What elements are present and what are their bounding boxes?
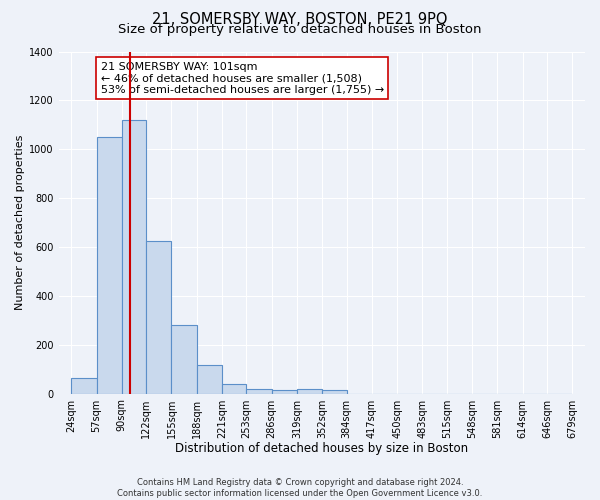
Bar (247, 388, 272, 394)
Bar (172, 325, 197, 394)
Text: Contains HM Land Registry data © Crown copyright and database right 2024.
Contai: Contains HM Land Registry data © Crown c… (118, 478, 482, 498)
Bar (122, 120, 146, 394)
Bar (272, 390, 297, 394)
X-axis label: Distribution of detached houses by size in Boston: Distribution of detached houses by size … (175, 442, 469, 455)
Bar (71, 378, 97, 394)
Bar (97, 137, 122, 394)
Text: Size of property relative to detached houses in Boston: Size of property relative to detached ho… (118, 22, 482, 36)
Bar (322, 390, 347, 394)
Text: 21 SOMERSBY WAY: 101sqm
← 46% of detached houses are smaller (1,508)
53% of semi: 21 SOMERSBY WAY: 101sqm ← 46% of detache… (101, 62, 384, 95)
Bar (146, 241, 172, 394)
Bar (197, 366, 222, 394)
Bar (222, 384, 247, 394)
Text: 21, SOMERSBY WAY, BOSTON, PE21 9PQ: 21, SOMERSBY WAY, BOSTON, PE21 9PQ (152, 12, 448, 28)
Bar (297, 388, 322, 394)
Y-axis label: Number of detached properties: Number of detached properties (15, 135, 25, 310)
